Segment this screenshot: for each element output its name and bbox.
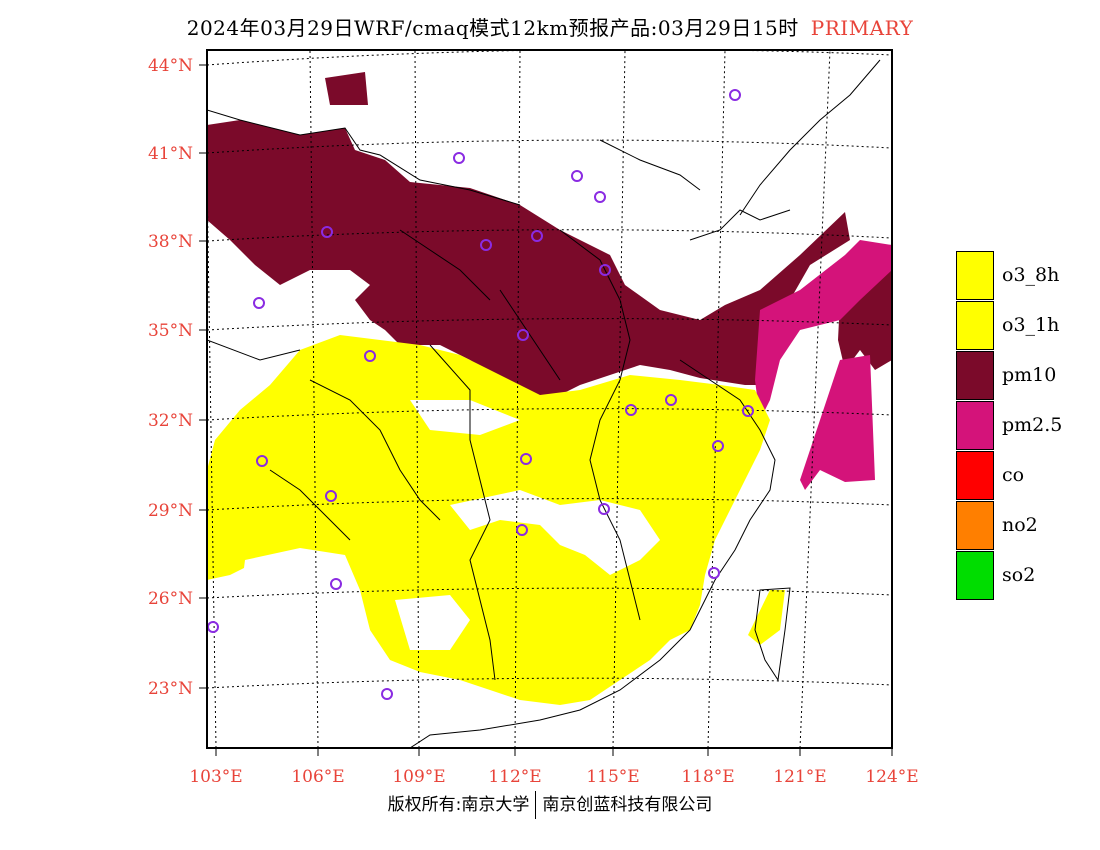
legend-label: no2 (1002, 514, 1038, 536)
station-marker (364, 350, 376, 362)
legend-item: o3_1h (956, 300, 1062, 350)
legend-swatch (956, 450, 994, 500)
station-marker (453, 152, 465, 164)
o3-taiwan (748, 590, 785, 645)
station-marker (712, 440, 724, 452)
lon-label: 109°E (392, 767, 445, 787)
legend-swatch (956, 300, 994, 350)
o3-gap-west (240, 548, 370, 640)
station-marker (480, 239, 492, 251)
legend-swatch (956, 350, 994, 400)
o3-gap-north (410, 400, 520, 435)
station-marker (321, 226, 333, 238)
lon-ticks: 103°E 106°E 109°E 112°E 115°E 118°E 121°E 124°E (189, 748, 919, 787)
legend-label: co (1002, 464, 1025, 486)
boundaries (207, 59, 881, 748)
footer-right: 南京创蓝科技有限公司 (542, 795, 713, 815)
legend-label: o3_8h (1002, 264, 1060, 286)
lat-ticks: 44°N 41°N 38°N 35°N 32°N 29°N 26°N 23°N (148, 56, 207, 699)
legend-item: pm10 (956, 350, 1062, 400)
legend-item: no2 (956, 500, 1062, 550)
station-marker (516, 524, 528, 536)
map-title: 2024年03月29日WRF/cmaq模式12km预报产品:03月29日15时 P… (0, 12, 1100, 41)
legend-label: pm2.5 (1002, 414, 1063, 436)
pm10-region (207, 120, 850, 400)
station-marker (517, 329, 529, 341)
legend: o3_8h o3_1h pm10 pm2.5 co no2 so2 (956, 250, 1062, 600)
lat-label: 41°N (148, 144, 193, 164)
footer-separator (535, 791, 537, 819)
station-marker (665, 394, 677, 406)
footer-left: 版权所有:南京大学 (387, 795, 530, 815)
map-frame (206, 49, 893, 749)
lon-label: 121°E (773, 767, 826, 787)
legend-item: co (956, 450, 1062, 500)
legend-label: o3_1h (1002, 314, 1060, 336)
lon-label: 124°E (865, 767, 918, 787)
map-content (207, 50, 892, 748)
station-marker (531, 230, 543, 242)
station-marker (253, 297, 265, 309)
station-marker (520, 453, 532, 465)
pm25-region (755, 240, 892, 420)
o3-gap-south (395, 595, 470, 650)
lat-label: 35°N (148, 321, 193, 341)
title-main: 2024年03月29日WRF/cmaq模式12km预报产品:03月29日15时 (186, 16, 799, 40)
stations (207, 89, 754, 700)
station-marker (599, 264, 611, 276)
station-marker (594, 191, 606, 203)
station-marker (742, 405, 754, 417)
legend-label: pm10 (1002, 364, 1057, 386)
pm10-north-blob (325, 72, 368, 105)
station-marker (571, 170, 583, 182)
legend-item: pm2.5 (956, 400, 1062, 450)
legend-swatch (956, 400, 994, 450)
legend-label: so2 (1002, 564, 1036, 586)
lon-label: 106°E (291, 767, 344, 787)
legend-item: o3_8h (956, 250, 1062, 300)
lat-label: 23°N (148, 679, 193, 699)
lat-label: 38°N (148, 232, 193, 252)
lat-label: 29°N (148, 501, 193, 521)
station-marker (256, 455, 268, 467)
station-marker (625, 404, 637, 416)
lat-label: 32°N (148, 411, 193, 431)
legend-swatch (956, 500, 994, 550)
station-marker (330, 578, 342, 590)
lon-label: 118°E (681, 767, 734, 787)
pm25-offshore (800, 355, 875, 490)
station-marker (708, 567, 720, 579)
station-marker (325, 490, 337, 502)
station-marker (207, 621, 219, 633)
legend-item: so2 (956, 550, 1062, 600)
station-marker (598, 503, 610, 515)
legend-swatch (956, 250, 994, 300)
station-marker (729, 89, 741, 101)
lon-label: 103°E (189, 767, 242, 787)
lat-label: 26°N (148, 589, 193, 609)
o3-gap-central (450, 490, 660, 575)
lon-label: 112°E (488, 767, 541, 787)
lat-label: 44°N (148, 56, 193, 76)
legend-swatch (956, 550, 994, 600)
copyright-footer: 版权所有:南京大学 南京创蓝科技有限公司 (0, 790, 1100, 819)
lon-label: 115°E (586, 767, 639, 787)
station-marker (381, 688, 393, 700)
title-tag: PRIMARY (810, 16, 914, 40)
